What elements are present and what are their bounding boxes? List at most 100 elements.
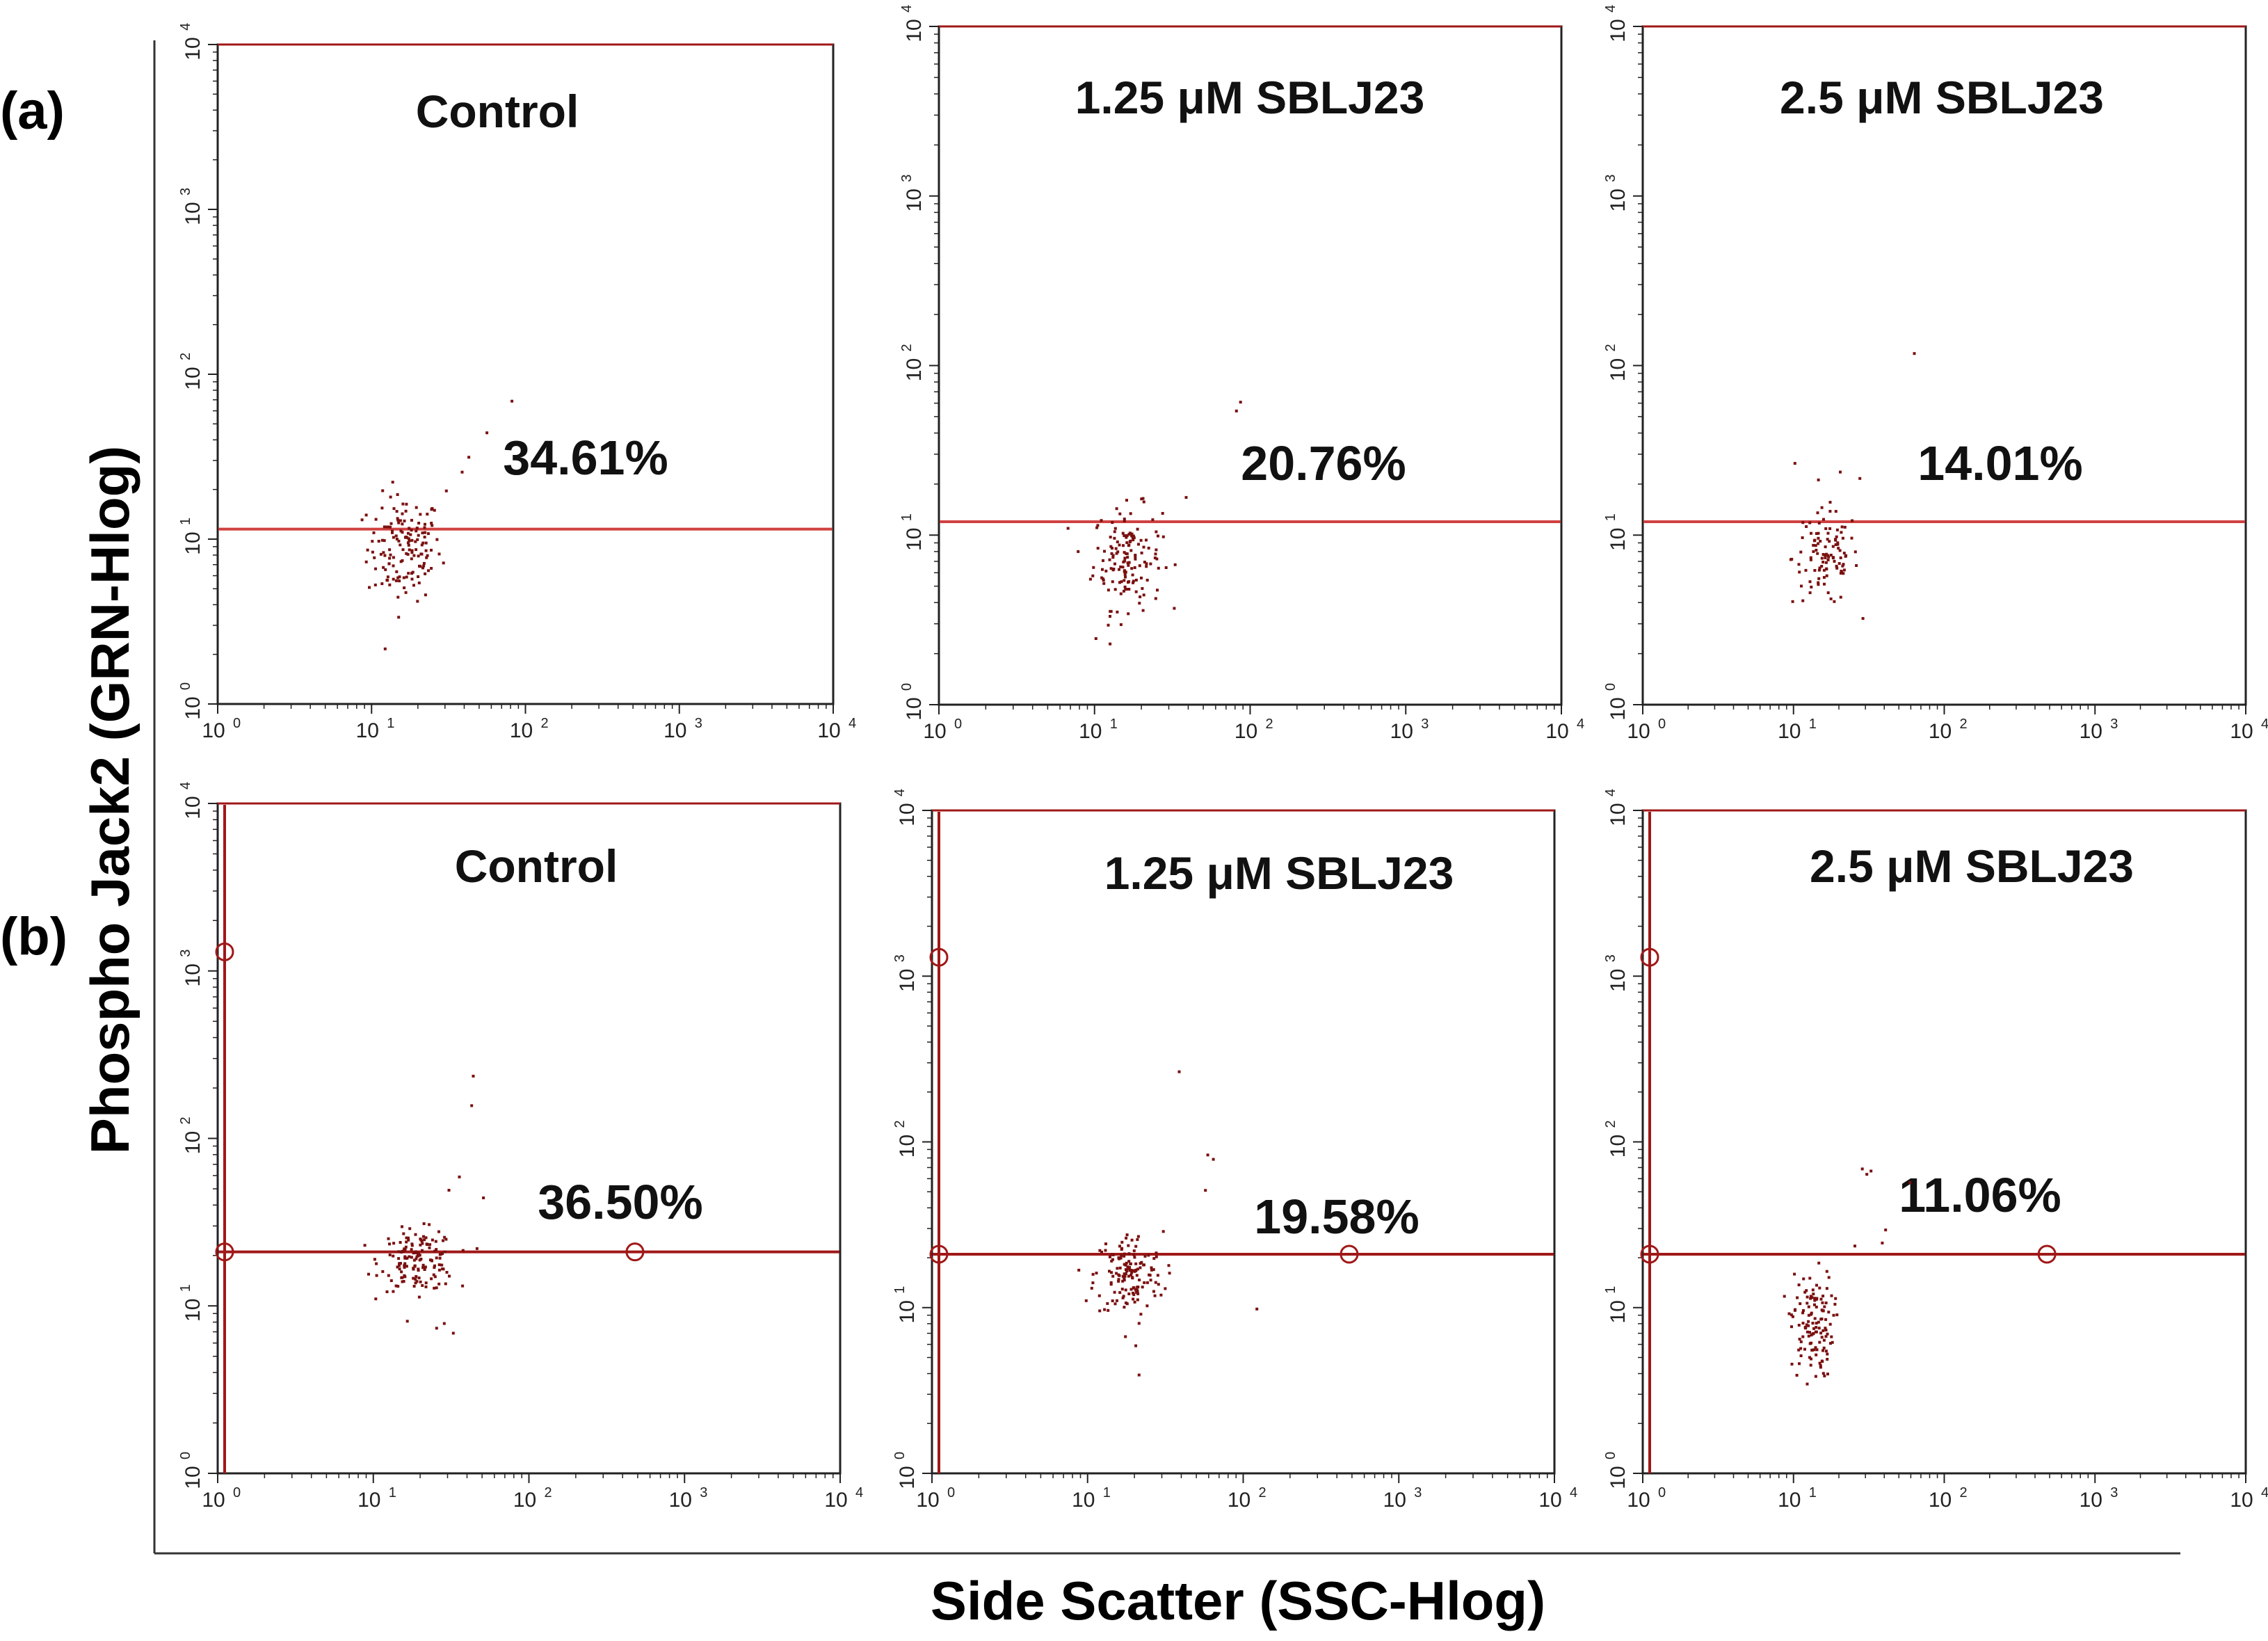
event-dot bbox=[1137, 1322, 1141, 1325]
event-dot bbox=[1139, 1266, 1142, 1270]
x-tick-exponent: 1 bbox=[387, 716, 394, 731]
event-dot bbox=[1839, 470, 1842, 474]
event-dot bbox=[1134, 578, 1138, 582]
event-dot bbox=[1134, 555, 1137, 559]
event-dot bbox=[1143, 1281, 1146, 1284]
event-dot bbox=[385, 1290, 389, 1293]
event-dot bbox=[1826, 558, 1830, 561]
event-dot bbox=[418, 1258, 421, 1262]
event-dot bbox=[1799, 1302, 1802, 1306]
event-dot bbox=[1813, 1299, 1817, 1302]
event-dot bbox=[1104, 1249, 1107, 1252]
event-dot bbox=[1113, 536, 1116, 540]
event-dot bbox=[377, 540, 380, 543]
event-dot bbox=[1110, 1271, 1113, 1274]
event-dot bbox=[424, 1265, 427, 1269]
event-dot bbox=[407, 1238, 410, 1242]
event-dot bbox=[403, 1275, 407, 1279]
event-dot bbox=[431, 507, 434, 511]
gate-percentage: 20.76% bbox=[1241, 436, 1406, 490]
event-dot bbox=[1118, 1266, 1122, 1270]
event-dot bbox=[435, 1248, 438, 1251]
x-tick-label: 10 bbox=[2230, 720, 2253, 743]
event-dot bbox=[1826, 531, 1830, 535]
event-dot bbox=[1123, 518, 1126, 521]
event-dot bbox=[373, 583, 377, 586]
event-dot bbox=[1797, 1348, 1801, 1352]
event-dot bbox=[388, 548, 392, 552]
event-dot bbox=[1134, 590, 1138, 593]
y-tick-label: 10 bbox=[896, 969, 919, 992]
event-dot bbox=[412, 1276, 415, 1280]
y-tick-label: 10 bbox=[1607, 19, 1630, 42]
event-dot bbox=[1824, 1327, 1827, 1330]
event-dot bbox=[1114, 547, 1118, 550]
event-dot bbox=[1121, 566, 1125, 569]
event-dot bbox=[1789, 558, 1792, 561]
panel-a-1-25uM: 1.25 μM SBLJ23 20.76% 10 0 10 0 10 1 10 1 10 2 10 2… bbox=[899, 5, 1584, 743]
event-dot bbox=[1129, 549, 1133, 552]
event-dot bbox=[1111, 1274, 1115, 1278]
event-dot bbox=[1143, 561, 1146, 563]
event-dot bbox=[1819, 540, 1822, 543]
plot-frame bbox=[938, 25, 1563, 706]
event-dot bbox=[1793, 1272, 1796, 1276]
y-tick-label: 10 bbox=[182, 963, 204, 986]
event-dot bbox=[1125, 1233, 1129, 1237]
y-tick-label: 10 bbox=[896, 1135, 919, 1158]
event-dot bbox=[1811, 1332, 1815, 1336]
event-dot bbox=[410, 1244, 414, 1247]
y-tick-exponent: 0 bbox=[178, 1452, 193, 1459]
x-tick-exponent: 2 bbox=[1960, 717, 1968, 732]
event-dot bbox=[1136, 1286, 1139, 1289]
event-dot bbox=[1129, 1269, 1133, 1272]
event-dot bbox=[416, 538, 419, 541]
event-dot bbox=[1824, 545, 1827, 549]
event-dot bbox=[1816, 511, 1819, 515]
event-dot bbox=[425, 556, 428, 559]
event-dot bbox=[424, 1236, 428, 1240]
event-dot bbox=[403, 519, 406, 522]
event-dot bbox=[1109, 609, 1113, 613]
event-dot bbox=[368, 586, 371, 589]
event-dot bbox=[392, 556, 395, 559]
event-dot bbox=[415, 1257, 418, 1260]
x-tick-label: 10 bbox=[1234, 720, 1257, 743]
event-dot bbox=[1118, 1291, 1122, 1295]
event-dot bbox=[423, 526, 426, 529]
event-dot bbox=[1125, 1270, 1129, 1273]
event-dot bbox=[403, 1264, 406, 1267]
event-dot bbox=[1145, 1304, 1149, 1308]
event-dot bbox=[364, 560, 368, 563]
x-tick-label: 10 bbox=[2230, 1489, 2253, 1512]
y-tick-label: 10 bbox=[903, 189, 926, 211]
event-dot bbox=[1108, 558, 1111, 561]
event-dot bbox=[1123, 1252, 1126, 1256]
event-dot bbox=[1141, 497, 1145, 500]
event-dot bbox=[410, 557, 413, 561]
event-dot bbox=[433, 509, 436, 512]
event-dot bbox=[367, 1272, 370, 1276]
event-dot bbox=[1154, 597, 1157, 600]
event-dot bbox=[1092, 566, 1095, 569]
event-dot bbox=[1829, 597, 1833, 600]
event-dot bbox=[1834, 538, 1837, 542]
event-dot bbox=[1107, 589, 1110, 592]
event-dot bbox=[415, 548, 418, 552]
event-dot bbox=[399, 1241, 402, 1244]
event-dot bbox=[401, 1225, 403, 1228]
event-dot bbox=[1128, 531, 1132, 535]
event-dot bbox=[1808, 1356, 1811, 1359]
x-tick-label: 10 bbox=[824, 1489, 847, 1512]
event-dot bbox=[1155, 557, 1159, 561]
y-tick-label: 10 bbox=[182, 1131, 204, 1154]
event-dot bbox=[1820, 1336, 1824, 1339]
event-dot bbox=[415, 529, 418, 533]
event-dot bbox=[408, 1255, 411, 1258]
event-dot bbox=[415, 506, 418, 509]
x-tick-exponent: 0 bbox=[233, 1485, 241, 1500]
y-tick-exponent: 2 bbox=[178, 1116, 193, 1124]
x-tick-label: 10 bbox=[923, 720, 946, 743]
event-dot bbox=[438, 1256, 442, 1260]
event-dot bbox=[380, 506, 384, 510]
